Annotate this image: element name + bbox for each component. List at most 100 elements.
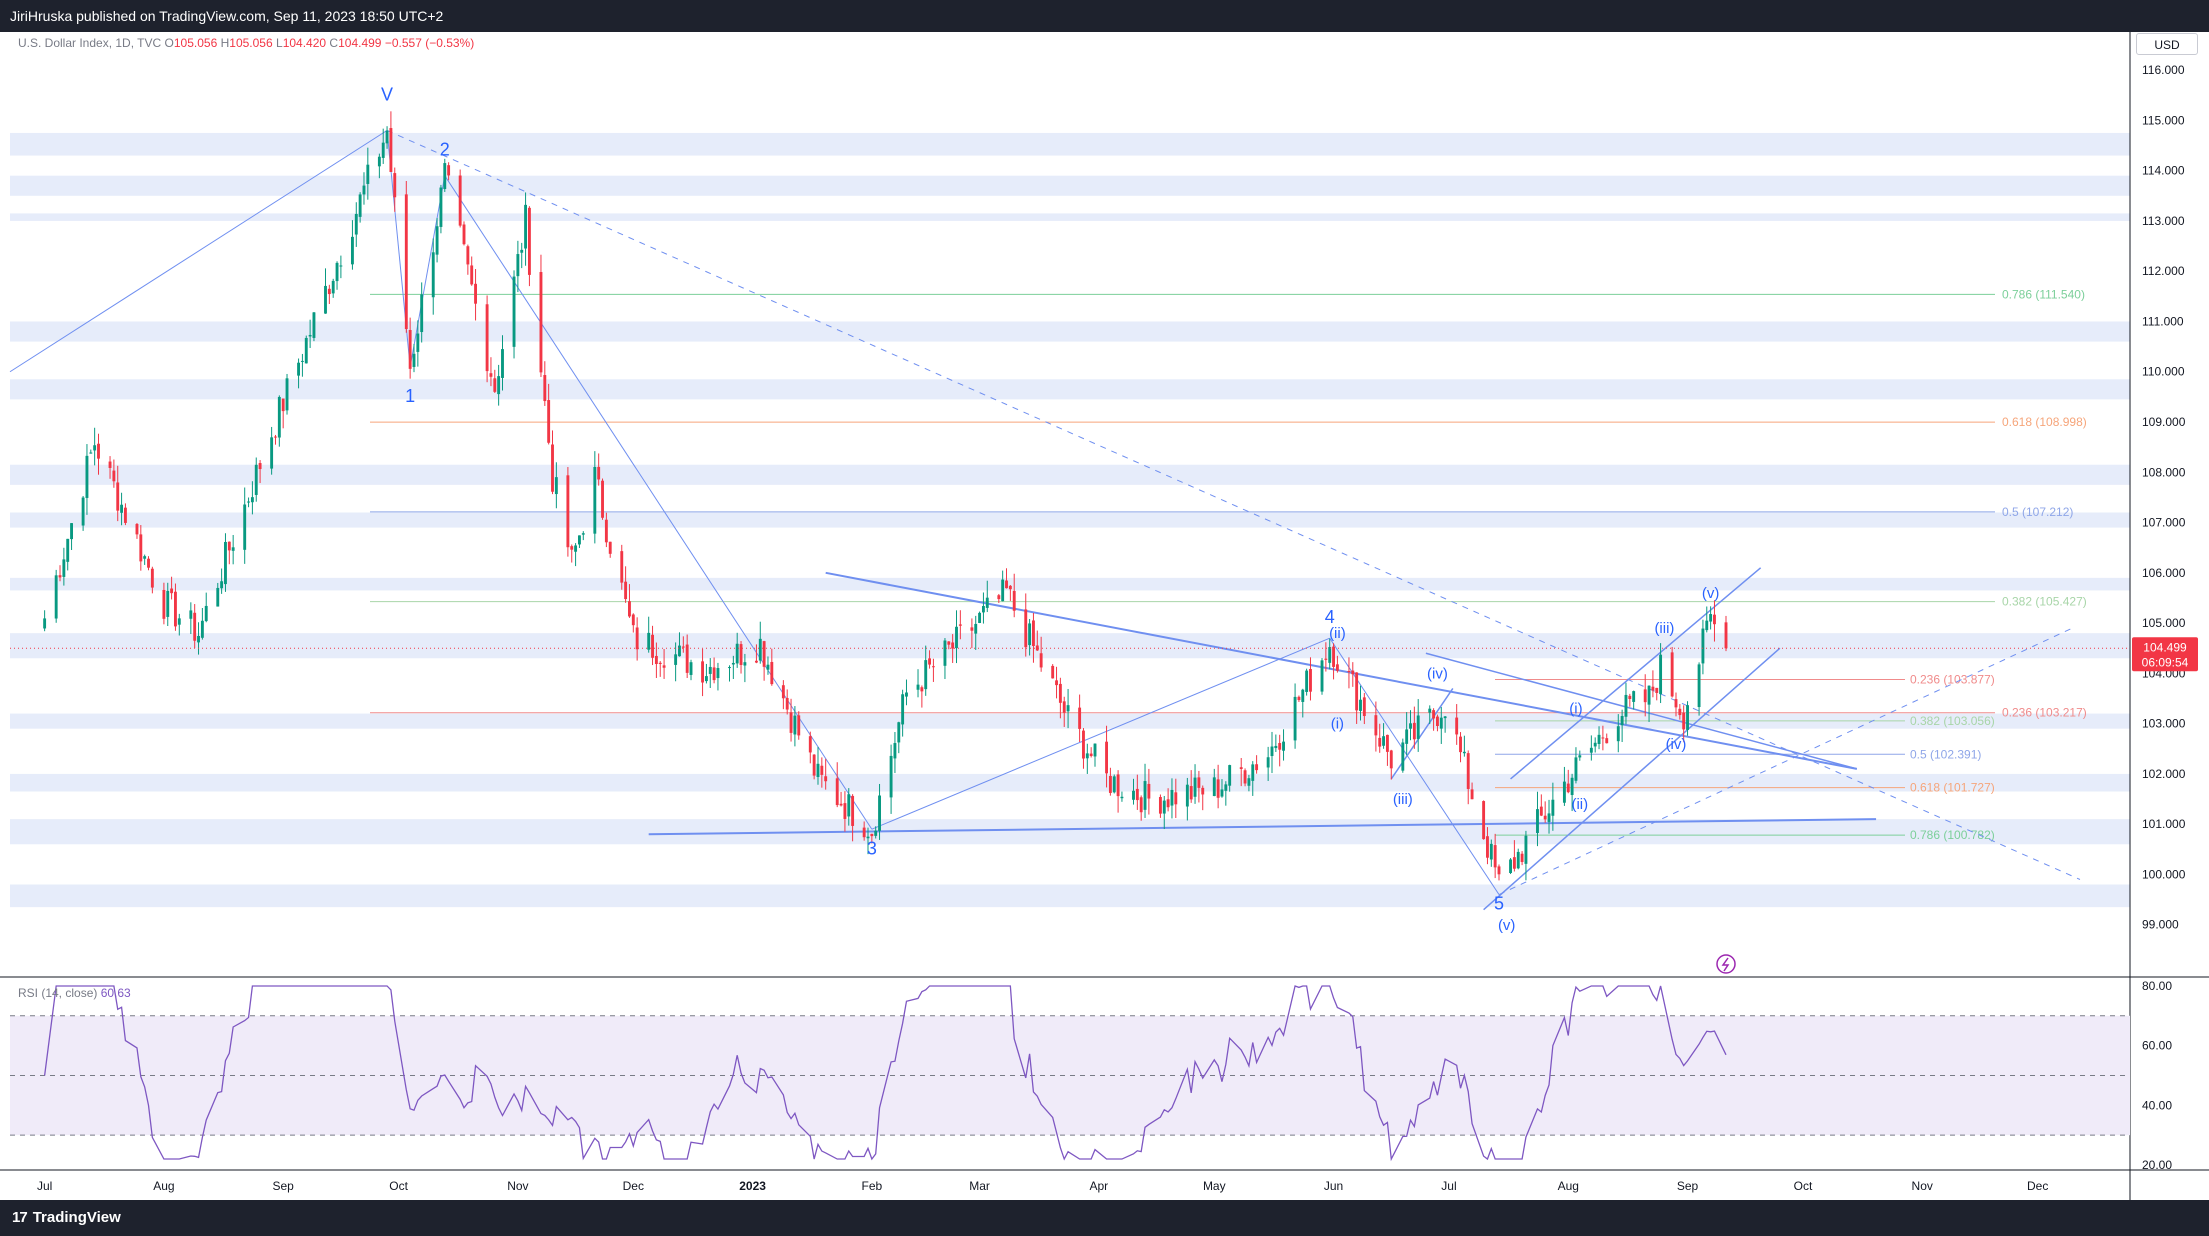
candle-body [901, 694, 905, 725]
candle-body [139, 534, 143, 562]
candle-body [974, 623, 978, 634]
candle-body [731, 662, 735, 665]
zone-band [10, 321, 2130, 342]
candle-body [766, 664, 770, 670]
candle-body [1493, 845, 1497, 868]
candle-body [577, 535, 581, 545]
candle-body [1547, 813, 1551, 822]
candle-body [200, 620, 204, 638]
time-tick: Sep [272, 1179, 294, 1193]
candle-body [1589, 747, 1593, 753]
candle-body [704, 676, 708, 682]
candle-body [1035, 645, 1039, 651]
candle-body [1355, 672, 1359, 711]
candle-body [1616, 726, 1620, 742]
wave-label: (v) [1702, 585, 1720, 602]
close-value: 104.499 [338, 36, 382, 50]
currency-button[interactable]: USD [2136, 33, 2198, 55]
candle-body [43, 618, 47, 629]
candle-body [1655, 687, 1659, 693]
lightning-icon [1721, 957, 1730, 972]
fib-label: 0.786 (100.782) [1910, 828, 1995, 842]
candle-body [1158, 797, 1162, 814]
channel-lower [1483, 647, 1781, 911]
candle-body [1051, 665, 1055, 679]
price-tick: 103.000 [2142, 717, 2186, 731]
candle-body [1659, 654, 1663, 695]
candle-body [1566, 783, 1570, 793]
candle-body [1028, 623, 1032, 646]
candle-body [905, 692, 908, 697]
candle-body [493, 378, 497, 392]
candle-body [543, 375, 547, 402]
candle-body [385, 130, 389, 144]
fib-label: 0.236 (103.217) [2002, 706, 2087, 720]
candle-body [1709, 614, 1713, 622]
candle-body [1628, 695, 1632, 699]
dashed-projection [1498, 627, 2073, 896]
price-tick: 112.000 [2142, 264, 2185, 278]
wave-label: (iv) [1427, 665, 1448, 682]
price-chart[interactable]: 0.786 (111.540) 0.618 (108.998) 0.5 (107.2… [0, 32, 2209, 1200]
time-tick: Dec [623, 1179, 644, 1193]
fibonacci-levels: 0.786 (111.540) 0.618 (108.998) 0.5 (107.2… [370, 287, 2087, 842]
zone-band [10, 713, 2130, 729]
candle-body [285, 378, 289, 411]
candle-body [1216, 779, 1220, 798]
candle-body [812, 754, 816, 776]
candle-body [951, 642, 955, 649]
candle-body [308, 334, 312, 337]
candle-body [1024, 609, 1028, 648]
candle-body [58, 575, 62, 578]
candle-body [497, 376, 501, 395]
trend-lines [9, 129, 2081, 911]
tradingview-logo[interactable]: 17 TradingView [12, 1209, 121, 1226]
candle-body [1135, 788, 1139, 801]
candle-body [651, 634, 654, 658]
candle-body [570, 546, 574, 550]
open-label: O [164, 36, 174, 50]
zone-band [10, 132, 2130, 156]
candle-body [527, 207, 531, 275]
candle-body [1516, 851, 1520, 869]
candle-body [474, 283, 477, 304]
candle-body [943, 640, 947, 666]
candle-body [1359, 699, 1362, 711]
price-tick: 108.000 [2142, 465, 2186, 479]
zone-band [10, 633, 2130, 659]
candle-body [635, 627, 639, 650]
wave-label: 5 [1494, 894, 1504, 914]
candle-body [1032, 620, 1035, 646]
candle-body [420, 294, 424, 333]
candle-body [193, 612, 197, 641]
candle-body [1462, 751, 1466, 754]
candle-body [439, 187, 443, 227]
candle-body [1578, 755, 1582, 758]
candle-body [93, 445, 97, 451]
chart-background [0, 32, 2209, 1200]
channel-line [1425, 652, 1858, 770]
candle-body [920, 687, 924, 692]
candle-body [1682, 712, 1686, 730]
candle-body [1309, 668, 1312, 692]
fib-label: 0.382 (105.427) [2002, 595, 2087, 609]
candle-body [739, 644, 743, 665]
candle-body [1085, 753, 1089, 759]
candle-body [1055, 680, 1058, 686]
candle-body [1459, 736, 1462, 753]
time-tick: Jun [1324, 1179, 1343, 1193]
zone-band [10, 577, 2130, 591]
candle-body [135, 523, 139, 535]
candle-body [1439, 717, 1443, 729]
candle-body [1416, 715, 1420, 739]
candle-body [1320, 660, 1324, 692]
candle-body [1274, 745, 1278, 749]
candle-body [1108, 775, 1112, 793]
candle-body [335, 262, 339, 282]
candle-body [689, 662, 693, 675]
candle-body [958, 624, 962, 626]
supply-demand-zones [10, 132, 2130, 908]
candle-body [1297, 696, 1301, 701]
candle-body [447, 165, 451, 176]
candle-body [1247, 778, 1251, 786]
